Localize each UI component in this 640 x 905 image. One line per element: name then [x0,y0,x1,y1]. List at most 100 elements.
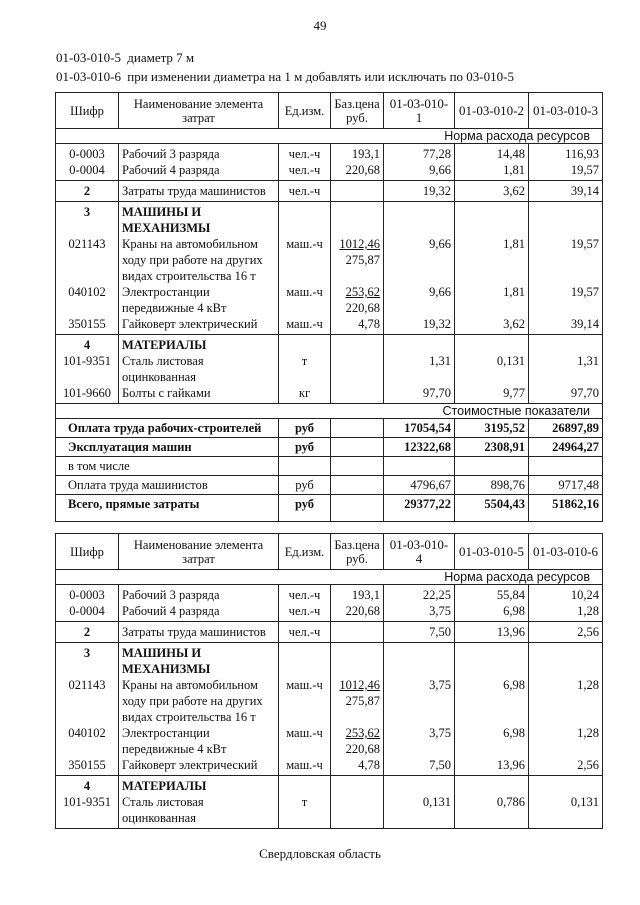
line-spacer [282,709,327,725]
item-value: 0,131 [496,354,525,368]
cost-value: 24964,27 [528,437,603,457]
code-cell: 3 021143 040102 350155 [55,201,119,335]
line-spacer [532,220,599,236]
item-code: 040102 [68,726,106,740]
page-number: 49 [313,18,327,33]
cost-value: 51862,16 [528,494,603,522]
row-group: 4 101-9351 МАТЕРИАЛЫ Сталь листовая оцинкова… [55,775,603,829]
item-name-line: Рабочий 4 разряда [122,604,220,618]
line-spacer [458,709,525,725]
cost-value [383,456,455,476]
header-column: 01-03-010-3 [528,92,603,129]
value-cell: 10,24 1,28 [528,584,603,622]
cost-value: 5504,43 [454,494,529,522]
code-cell: 0-0003 0-0004 [55,143,119,181]
item-code: 0-0003 [69,588,105,602]
item-value: 1,28 [577,604,599,618]
line-spacer [458,741,525,757]
item-code: 0-0004 [69,163,105,177]
cost-row: Оплата труда машинистов руб 4796,67 898,76 9… [55,475,603,495]
item-code: 040102 [68,285,106,299]
item-name-line: Затраты труда машинистов [122,184,266,198]
cost-value [528,456,603,476]
item-code: 350155 [68,758,106,772]
item-code: 101-9351 [63,354,111,368]
item-name-line: видах строительства 16 т [122,269,256,283]
cost-row: в том числе [55,456,603,476]
item-value: 6,98 [503,726,525,740]
line-spacer [387,810,451,826]
item-value: 19,57 [570,163,599,177]
cost-row-label: Эксплуатация машин [55,437,279,457]
item-price: 220,68 [345,301,380,315]
item-name-line: Краны на автомобильном [122,678,258,692]
item-name-line: МЕХАНИЗМЫ [122,221,211,235]
item-value: 9,66 [429,285,451,299]
value-cell: 3,62 [454,180,529,202]
cost-value: 898,76 [454,475,529,495]
line-spacer [59,220,115,236]
row-group: 4 101-9351 101-9660 МАТЕРИАЛЫ Сталь листовая… [55,334,603,404]
item-price: 193,1 [351,588,380,602]
name-cell: Затраты труда машинистов [118,180,279,202]
empty-cell [330,475,384,495]
item-name-line: ходу при работе на других [122,694,263,708]
item-price [334,794,380,810]
unit-cell: маш.-ч маш.-ч маш.-ч [278,642,331,776]
item-unit: чел.-ч [288,184,321,198]
item-price [334,624,380,640]
line-spacer [282,810,327,826]
item-price [334,220,380,236]
empty-cell [330,494,384,522]
item-price [334,385,380,401]
item-price: 4,78 [358,758,380,772]
item-price [334,337,380,353]
header-name: Наименование элемента затрат [118,92,279,129]
item-value: 1,28 [577,678,599,692]
item-value: 19,32 [422,317,451,331]
item-value: 14,48 [496,147,525,161]
unit-cell: т кг [278,334,331,404]
line-spacer [532,369,599,385]
item-value: 3,75 [429,678,451,692]
line-spacer [532,300,599,316]
item-value: 6,98 [503,678,525,692]
intro-line: 01-03-010-5 диаметр 7 м [56,50,194,66]
item-value: 1,81 [503,237,525,251]
item-name-line: передвижные 4 кВт [122,742,227,756]
value-cell: 19,32 [383,180,455,202]
line-spacer [59,810,115,826]
line-spacer [387,709,451,725]
price-cell [330,180,384,202]
header-column: 01-03-010-2 [454,92,529,129]
item-unit: маш.-ч [286,237,323,251]
price-cell: 193,1 220,68 [330,143,384,181]
value-cell: 7,50 [383,621,455,643]
item-value [458,337,525,353]
row-group: 3 021143 040102 350155 МАШИНЫ И МЕХАНИЗМЫ Кран… [55,201,603,335]
header-column: 01-03-010-6 [528,533,603,570]
item-code: 3 [83,646,91,660]
item-code: 101-9351 [63,795,111,809]
item-unit: т [301,795,308,809]
line-spacer [59,693,115,709]
item-code: 2 [83,625,91,639]
section-row: Норма расхода ресурсов [55,569,603,585]
item-value: 7,50 [429,625,451,639]
price-cell: 1012,46 275,87 253,62 220,68 4,78 [330,201,384,335]
resource-table-2: Шифр Наименование элемента затрат Ед.изм. Б… [55,533,603,829]
unit-cell: чел.-ч [278,621,331,643]
item-price [334,645,380,661]
cost-label: Стоимостные показатели [55,403,603,419]
item-unit: маш.-ч [286,285,323,299]
item-unit: маш.-ч [286,317,323,331]
name-cell: МАТЕРИАЛЫ Сталь листовая оцинкованная [118,775,279,829]
item-value: 9,66 [429,237,451,251]
item-value: 116,93 [565,147,599,161]
item-value: 19,32 [422,184,451,198]
code-cell: 4 101-9351 [55,775,119,829]
intro-code: 01-03-010-5 [56,50,121,65]
header-column: 01-03-010-4 [383,533,455,570]
item-name-line: МАШИНЫ И [122,646,202,660]
item-value [387,337,451,353]
